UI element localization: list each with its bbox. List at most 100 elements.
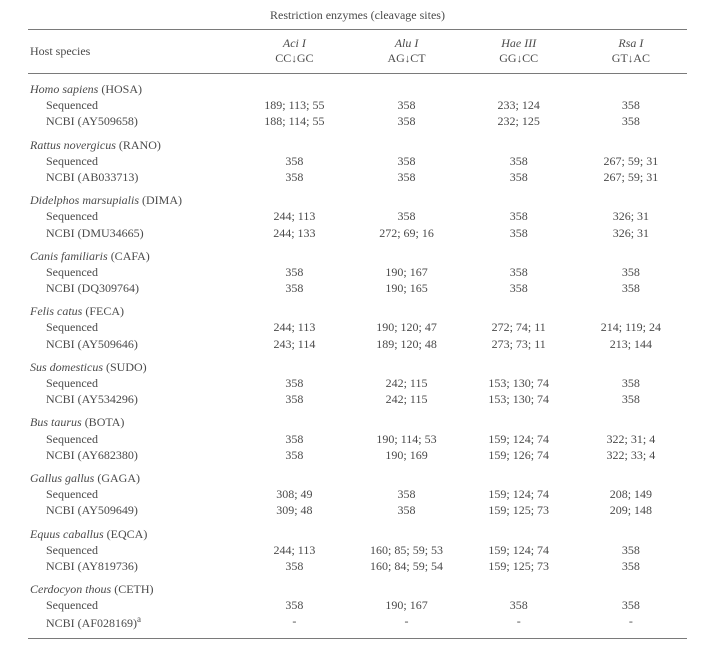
value-cell: - (575, 613, 687, 638)
species-name-cell: Equus caballus (EQCA) (28, 519, 687, 542)
species-name: Gallus gallus (30, 471, 97, 485)
row-label-cell: NCBI (AY509646) (28, 336, 238, 352)
value-cell: 358 (575, 264, 687, 280)
site-post: GC (297, 51, 314, 65)
row-label-cell: NCBI (AY819736) (28, 558, 238, 574)
col-header-aci: Aci I CC↓GC (238, 30, 350, 74)
species-name: Didelphos marsupialis (30, 193, 142, 207)
value-cell: 214; 119; 24 (575, 319, 687, 335)
value-cell: 244; 113 (238, 208, 350, 224)
table-row: NCBI (AY534296)358242; 115153; 130; 7435… (28, 391, 687, 407)
row-label-cell: Sequenced (28, 597, 238, 613)
site-pre: GG (499, 51, 516, 65)
table-row: Sequenced244; 113190; 120; 47272; 74; 11… (28, 319, 687, 335)
species-name: Homo sapiens (30, 82, 101, 96)
species-name-cell: Gallus gallus (GAGA) (28, 463, 687, 486)
value-cell: 358 (575, 113, 687, 129)
value-cell: 159; 125; 73 (463, 502, 575, 518)
value-cell: 273; 73; 11 (463, 336, 575, 352)
species-abbr: (CETH) (114, 582, 153, 596)
value-cell: 358 (575, 280, 687, 296)
species-group-row: Cerdocyon thous (CETH) (28, 574, 687, 597)
table-row: NCBI (AY509658)188; 114; 55358232; 12535… (28, 113, 687, 129)
table-row: NCBI (AB033713)358358358267; 59; 31 (28, 169, 687, 185)
value-cell: 153; 130; 74 (463, 391, 575, 407)
value-cell: 190; 167 (350, 597, 462, 613)
value-cell: 358 (238, 375, 350, 391)
col-header-rsa: Rsa I GT↓AC (575, 30, 687, 74)
table-body: Homo sapiens (HOSA) Sequenced 189; 113; 55… (28, 74, 687, 639)
species-group-row: Rattus novergicus (RANO) (28, 130, 687, 153)
value-cell: 358 (575, 97, 687, 113)
species-group-row: Felis catus (FECA) (28, 296, 687, 319)
table-top-title: Restriction enzymes (cleavage sites) (28, 8, 687, 23)
row-label-cell: Sequenced (28, 208, 238, 224)
species-name: Canis familiaris (30, 249, 111, 263)
value-cell: 190; 114; 53 (350, 431, 462, 447)
value-cell: 242; 115 (350, 375, 462, 391)
table-row: NCBI (AY509649)309; 48358159; 125; 73209… (28, 502, 687, 518)
species-name-cell: Cerdocyon thous (CETH) (28, 574, 687, 597)
row-label-cell: NCBI (DMU34665) (28, 225, 238, 241)
table-row: Sequenced358190; 114; 53159; 124; 74322;… (28, 431, 687, 447)
superscript-note: a (137, 614, 141, 624)
enzyme-name: Hae III (501, 36, 536, 50)
table-row: Sequenced244; 113358358326; 31 (28, 208, 687, 224)
species-name-cell: Rattus novergicus (RANO) (28, 130, 687, 153)
value-cell: 358 (238, 391, 350, 407)
value-cell: 267; 59; 31 (575, 169, 687, 185)
value-cell: 358 (238, 447, 350, 463)
species-abbr: (DIMA) (142, 193, 182, 207)
value-cell: 358 (238, 153, 350, 169)
value-cell: 190; 120; 47 (350, 319, 462, 335)
species-name-cell: Homo sapiens (HOSA) (28, 74, 687, 98)
species-name-cell: Bus taurus (BOTA) (28, 407, 687, 430)
value-cell: 159; 124; 74 (463, 431, 575, 447)
species-abbr: (BOTA) (85, 415, 125, 429)
value-cell: - (463, 613, 575, 638)
value-cell: 358 (463, 597, 575, 613)
species-group-row: Bus taurus (BOTA) (28, 407, 687, 430)
species-name: Rattus novergicus (30, 138, 119, 152)
row-label-cell: NCBI (AY534296) (28, 391, 238, 407)
value-cell: 272; 74; 11 (463, 319, 575, 335)
value-cell: 358 (575, 375, 687, 391)
value-cell: 358 (350, 486, 462, 502)
row-label-cell: NCBI (AF028169)a (28, 613, 238, 638)
species-abbr: (RANO) (119, 138, 161, 152)
enzyme-site: CC↓GC (275, 51, 313, 65)
site-post: CT (410, 51, 425, 65)
value-cell: 358 (350, 153, 462, 169)
value-cell: 159; 124; 74 (463, 486, 575, 502)
value-cell: 190; 165 (350, 280, 462, 296)
table-row: NCBI (AY682380)358190; 169159; 126; 7432… (28, 447, 687, 463)
site-post: AC (633, 51, 650, 65)
value-cell: 326; 31 (575, 225, 687, 241)
value-cell: 190; 169 (350, 447, 462, 463)
col-header-alu: Alu I AG↓CT (350, 30, 462, 74)
row-label-cell: NCBI (AB033713) (28, 169, 238, 185)
row-label-cell: Sequenced (28, 153, 238, 169)
table-row: Sequenced358190; 167358358 (28, 264, 687, 280)
value-cell: 358 (463, 264, 575, 280)
row-label-cell: NCBI (AY509658) (28, 113, 238, 129)
enzyme-site: GG↓CC (499, 51, 538, 65)
table-row: NCBI (AY819736)358160; 84; 59; 54159; 12… (28, 558, 687, 574)
value-cell: 358 (463, 153, 575, 169)
table-row: Sequenced358190; 167358358 (28, 597, 687, 613)
row-label-cell: Sequenced (28, 375, 238, 391)
value-cell: 244; 113 (238, 319, 350, 335)
value-cell: 358 (463, 280, 575, 296)
value-cell: 189; 113; 55 (238, 97, 350, 113)
row-label-cell: Sequenced (28, 486, 238, 502)
col-header-host: Host species (28, 30, 238, 74)
enzyme-site: GT↓AC (612, 51, 650, 65)
value-cell: 322; 31; 4 (575, 431, 687, 447)
species-name: Felis catus (30, 304, 85, 318)
row-label-cell: NCBI (DQ309764) (28, 280, 238, 296)
species-abbr: (GAGA) (97, 471, 140, 485)
value-cell: 358 (463, 169, 575, 185)
value-cell: 159; 124; 74 (463, 542, 575, 558)
enzyme-name: Alu I (395, 36, 419, 50)
enzyme-site: AG↓CT (387, 51, 425, 65)
